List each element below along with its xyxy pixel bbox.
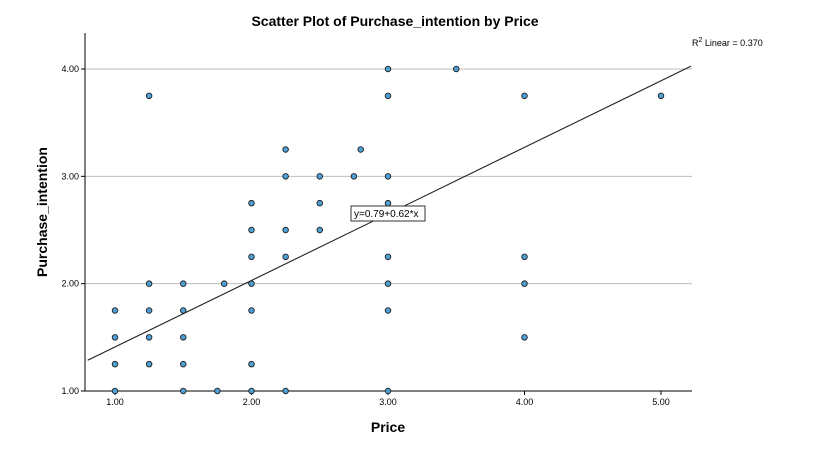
r-squared-superscript: 2 (699, 37, 703, 44)
data-point-19 (248, 280, 255, 287)
data-point-13 (179, 280, 187, 287)
data-points (111, 65, 665, 395)
data-point-9 (179, 387, 187, 395)
data-point-6 (145, 307, 153, 314)
data-point-15 (220, 280, 228, 287)
data-point-1 (111, 360, 119, 368)
data-point-41 (453, 65, 460, 73)
data-point-36 (384, 253, 392, 261)
r-squared-value: Linear = 0.370 (702, 38, 762, 48)
x-tick-label-1: 2.00 (243, 397, 261, 407)
data-point-42 (521, 334, 528, 341)
data-point-44 (521, 253, 528, 261)
data-point-31 (350, 173, 358, 180)
data-point-12 (179, 307, 187, 314)
data-point-20 (248, 253, 255, 261)
data-point-40 (384, 65, 392, 73)
data-point-24 (282, 253, 289, 261)
data-point-43 (521, 280, 528, 287)
x-tick-label-0: 1.00 (106, 397, 124, 407)
y-tick-label-2: 3.00 (61, 171, 79, 181)
data-point-14 (214, 387, 221, 395)
chart-title: Scatter Plot of Purchase_intention by Pr… (251, 13, 538, 29)
y-tick-label-0: 1.00 (61, 386, 79, 396)
data-point-22 (248, 199, 255, 207)
data-point-18 (248, 307, 255, 314)
r-squared-prefix: R (692, 38, 699, 48)
data-point-39 (384, 92, 392, 100)
data-point-10 (179, 360, 187, 368)
x-tick-label-4: 5.00 (652, 397, 670, 407)
data-point-32 (357, 146, 364, 153)
data-point-28 (316, 226, 324, 234)
data-point-16 (248, 387, 255, 395)
data-point-3 (111, 307, 119, 314)
x-tick-label-2: 3.00 (379, 397, 397, 407)
data-point-46 (657, 92, 665, 100)
data-point-26 (282, 173, 289, 180)
data-point-4 (145, 360, 153, 368)
x-tick-label-3: 4.00 (516, 397, 534, 407)
data-point-45 (521, 92, 528, 100)
data-point-23 (282, 387, 289, 395)
data-point-0 (111, 387, 119, 395)
data-point-29 (316, 199, 324, 207)
data-point-25 (282, 226, 289, 234)
data-point-34 (384, 307, 392, 314)
data-point-5 (145, 334, 153, 341)
data-point-33 (384, 387, 392, 395)
y-axis-ticks: 1.00 2.00 3.00 4.00 (61, 64, 85, 396)
data-point-7 (145, 280, 153, 287)
data-point-38 (384, 173, 392, 180)
data-point-17 (248, 360, 255, 368)
r-squared-label: R2 Linear = 0.370 (692, 37, 763, 48)
data-point-27 (282, 146, 289, 153)
y-tick-label-3: 4.00 (61, 64, 79, 74)
data-point-8 (145, 92, 153, 100)
fit-equation-label: y=0.79+0.62*x (350, 205, 426, 222)
data-point-21 (248, 226, 255, 234)
data-point-11 (179, 334, 187, 341)
fit-equation-box (350, 205, 426, 222)
data-point-30 (316, 173, 324, 180)
y-axis-label: Purchase_intention (34, 147, 50, 277)
data-point-37 (384, 199, 392, 207)
data-point-35 (384, 280, 392, 287)
y-tick-label-1: 2.00 (61, 279, 79, 289)
fit-equation-text: y=0.79+0.62*x (354, 209, 419, 220)
data-point-2 (111, 334, 119, 341)
x-axis-label: Price (371, 419, 405, 435)
